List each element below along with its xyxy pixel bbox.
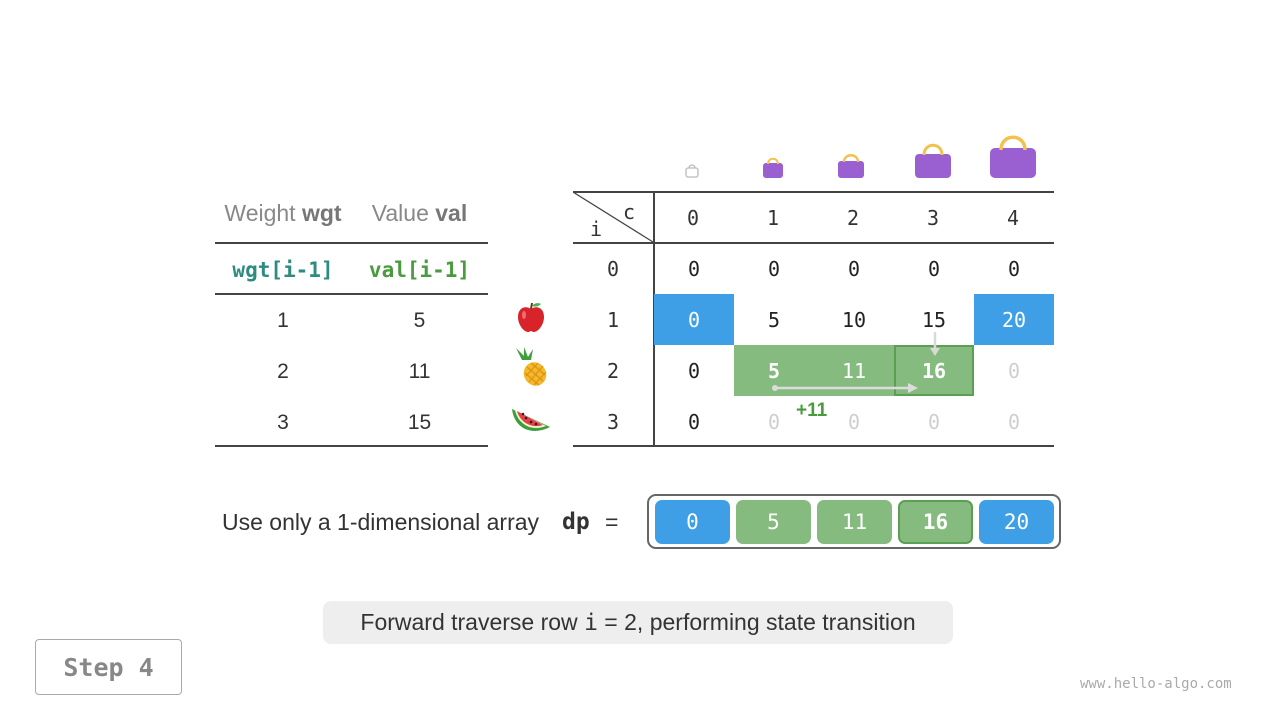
- item-value-3: 15: [407, 410, 432, 434]
- dp-cell-2-4: 0: [1007, 358, 1021, 383]
- caption-text-before: Forward traverse row: [360, 609, 585, 635]
- corner-label-i: i: [590, 217, 603, 241]
- dp-cell-1-1: 5: [767, 307, 781, 332]
- caption-variable: i: [584, 609, 598, 636]
- value-header-label: Value: [371, 199, 436, 226]
- watermark: www.hello-algo.com: [1080, 676, 1232, 692]
- bag-capacity-4-icon: [990, 135, 1036, 178]
- dp-cell-3-4: 0: [1007, 409, 1021, 434]
- bag-capacity-1-icon: [763, 157, 783, 178]
- dp-cell-1-4: 20: [974, 294, 1054, 345]
- dp-cell-1-2: 10: [841, 307, 867, 332]
- watermelon-icon: [512, 409, 550, 431]
- item-weight-1: 1: [277, 308, 289, 332]
- dp-cell-3-3: 0: [927, 409, 941, 434]
- dp-cell-3-2: 0: [847, 409, 861, 434]
- dp-cell-2-0: 0: [687, 358, 701, 383]
- corner-label-c: c: [623, 200, 636, 224]
- row-header-2: 2: [606, 358, 620, 383]
- col-header-4: 4: [1006, 205, 1020, 230]
- dp-cell-3-1: 0: [767, 409, 781, 434]
- transition-arrows: [772, 332, 940, 393]
- dp-table-row-header-divider: [653, 191, 655, 446]
- item-table-divider-top: [215, 242, 488, 244]
- dp-cell-1-3: 15: [921, 307, 947, 332]
- bag-capacity-0-icon: [685, 164, 699, 178]
- dp-cell-0-1: 0: [767, 256, 781, 281]
- dp-cell-1-0: 0: [654, 294, 734, 345]
- bag-capacity-3-icon: [915, 143, 951, 178]
- dp-cell-3-0: 0: [687, 409, 701, 434]
- col-header-1: 1: [766, 205, 780, 230]
- array-name: dp: [562, 509, 590, 535]
- array-label: Use only a 1-dimensional array: [222, 509, 540, 535]
- dp-table-top-line: [573, 191, 1054, 193]
- weight-column-header: Weight wgt: [215, 195, 351, 231]
- bag-capacity-2-icon: [838, 154, 864, 178]
- transition-value-label: +11: [796, 400, 828, 421]
- dp-array-cell-0: 0: [655, 500, 730, 544]
- dp-array-cell-3: 16: [898, 500, 973, 544]
- item-value-2: 11: [408, 359, 431, 383]
- row-header-3: 3: [606, 409, 620, 434]
- item-table-divider-bottom: [215, 445, 488, 447]
- step-caption: Forward traverse row i = 2, performing s…: [323, 601, 953, 644]
- col-header-0: 0: [686, 205, 700, 230]
- step-badge: Step 4: [35, 639, 182, 695]
- weight-expression: wgt[i-1]: [232, 258, 334, 282]
- dp-table-bottom-line: [573, 445, 1054, 447]
- array-equals: =: [605, 509, 619, 535]
- dp-table-corner-diagonal: [573, 192, 654, 243]
- dp-cell-0-3: 0: [927, 256, 941, 281]
- dp-array-cell-4: 20: [979, 500, 1054, 544]
- dp-array-container: [647, 494, 1061, 549]
- item-table-divider-mid: [215, 293, 488, 295]
- dp-array-cell-1: 5: [736, 500, 811, 544]
- row-header-0: 0: [606, 256, 620, 281]
- item-value-1: 5: [413, 308, 426, 332]
- dp-array-cell-2: 11: [817, 500, 892, 544]
- row-header-1: 1: [606, 307, 620, 332]
- dp-cell-0-2: 0: [847, 256, 861, 281]
- col-header-2: 2: [846, 205, 860, 230]
- pineapple-icon: [516, 347, 547, 386]
- weight-header-var: wgt: [301, 199, 342, 226]
- value-expression: val[i-1]: [368, 258, 471, 282]
- dp-cell-0-4: 0: [1007, 256, 1021, 281]
- col-header-3: 3: [926, 205, 940, 230]
- dp-cell-0-0: 0: [687, 256, 701, 281]
- value-header-var: val: [435, 199, 468, 226]
- weight-header-label: Weight: [224, 199, 302, 226]
- apple-icon: [518, 302, 544, 332]
- item-weight-2: 2: [277, 359, 289, 383]
- caption-text-after: = 2, performing state transition: [597, 609, 916, 635]
- item-weight-3: 3: [277, 410, 289, 434]
- value-column-header: Value val: [351, 195, 488, 231]
- dp-table-header-line: [573, 242, 1054, 244]
